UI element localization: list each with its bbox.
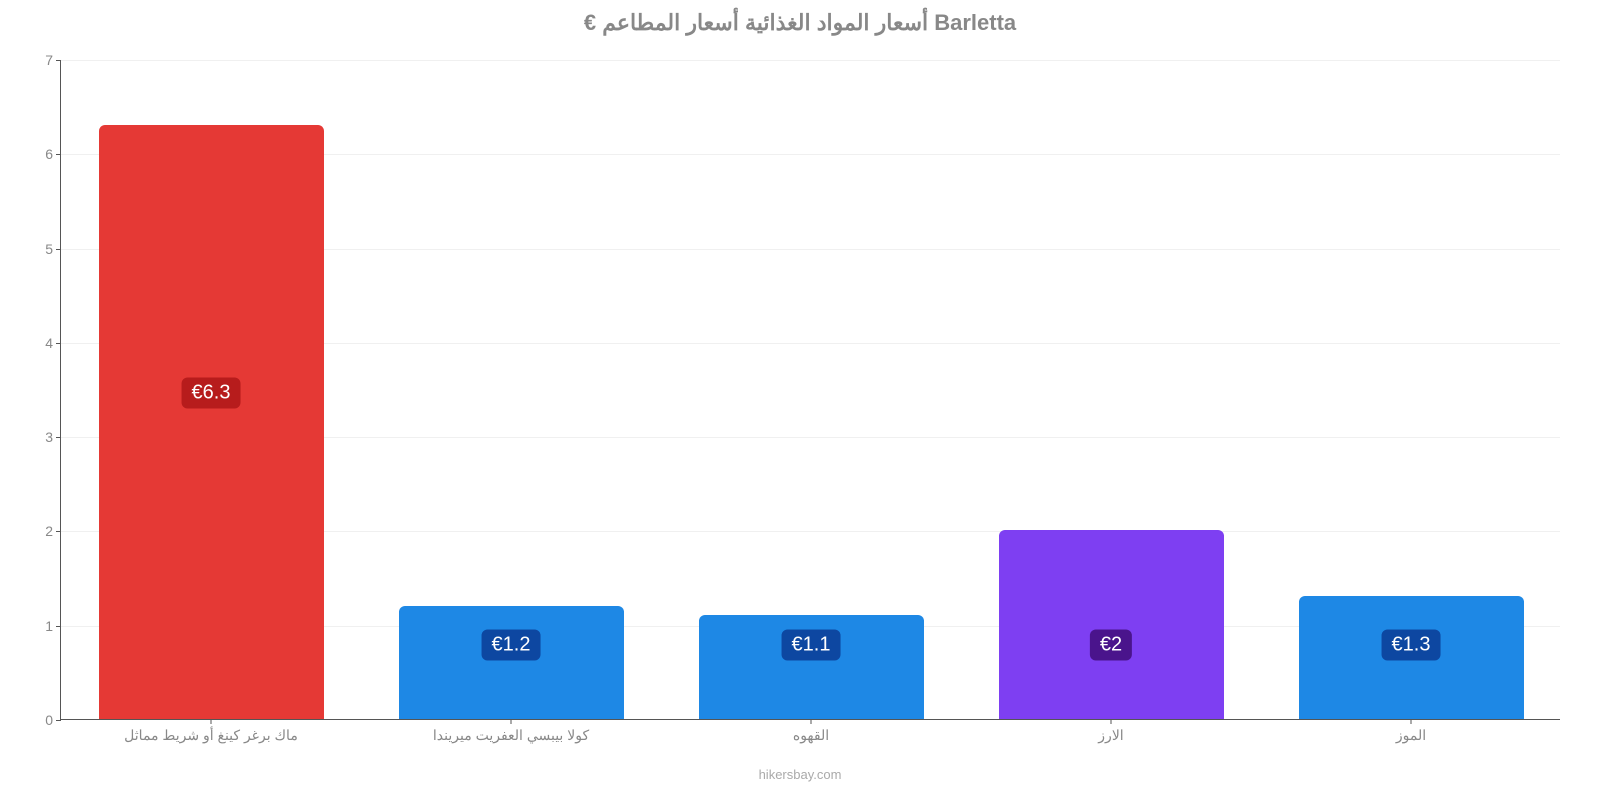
y-tick-mark	[56, 249, 61, 250]
x-axis-label: الموز	[1396, 727, 1426, 744]
bar-value-label: €1.3	[1382, 630, 1441, 661]
bar	[399, 606, 624, 719]
plot-area: 01234567€6.3ماك برغر كينغ أو شريط مماثل€…	[60, 60, 1560, 720]
y-tick-label: 4	[45, 335, 53, 351]
y-tick-label: 1	[45, 618, 53, 634]
y-tick-label: 6	[45, 146, 53, 162]
bar	[99, 125, 324, 719]
chart-container: Barletta أسعار المواد الغذائية أسعار الم…	[0, 0, 1600, 800]
bar-value-label: €6.3	[182, 378, 241, 409]
bar	[999, 530, 1224, 719]
x-axis-label: القهوه	[793, 727, 829, 744]
bar-value-label: €2	[1090, 630, 1132, 661]
x-tick-mark	[811, 719, 812, 724]
y-tick-label: 5	[45, 241, 53, 257]
y-tick-label: 3	[45, 429, 53, 445]
y-tick-mark	[56, 343, 61, 344]
y-tick-mark	[56, 720, 61, 721]
bar-value-label: €1.2	[482, 630, 541, 661]
y-tick-mark	[56, 437, 61, 438]
x-axis-label: ماك برغر كينغ أو شريط مماثل	[124, 727, 298, 744]
y-tick-mark	[56, 531, 61, 532]
chart-title: Barletta أسعار المواد الغذائية أسعار الم…	[0, 10, 1600, 36]
x-tick-mark	[511, 719, 512, 724]
y-tick-label: 0	[45, 712, 53, 728]
x-tick-mark	[1111, 719, 1112, 724]
x-axis-label: كولا بيبسي العفريت ميريندا	[433, 727, 589, 744]
grid-line	[61, 60, 1560, 61]
bar-value-label: €1.1	[782, 630, 841, 661]
y-tick-mark	[56, 626, 61, 627]
x-axis-label: الارز	[1098, 727, 1123, 744]
attribution: hikersbay.com	[0, 767, 1600, 782]
y-tick-label: 7	[45, 52, 53, 68]
y-tick-label: 2	[45, 523, 53, 539]
x-tick-mark	[211, 719, 212, 724]
x-tick-mark	[1411, 719, 1412, 724]
y-tick-mark	[56, 60, 61, 61]
y-tick-mark	[56, 154, 61, 155]
